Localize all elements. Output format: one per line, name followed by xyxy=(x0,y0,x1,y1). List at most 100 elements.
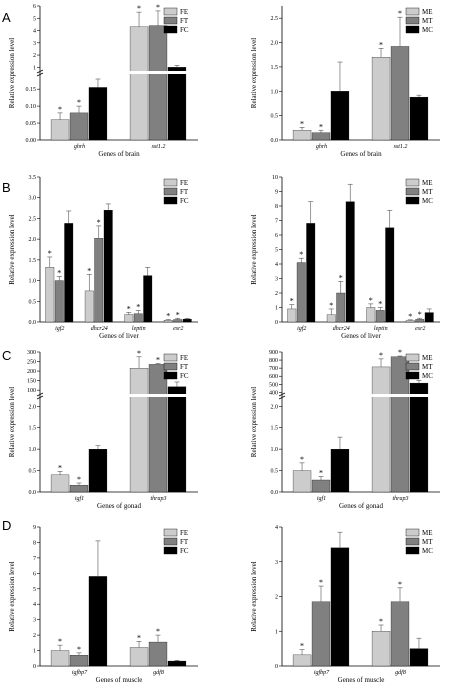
bar xyxy=(88,87,108,141)
y-tick-label: 1.0 xyxy=(271,447,279,453)
legend-label: ME xyxy=(422,179,433,187)
y-tick-label: 0.0 xyxy=(271,138,279,144)
bar xyxy=(390,601,410,667)
y-axis-title: Relative expression level xyxy=(250,387,258,457)
y-tick-label: 2 xyxy=(33,53,36,59)
significance-star: * xyxy=(166,312,170,321)
significance-star: * xyxy=(398,348,402,357)
category-label: esr2 xyxy=(415,326,425,332)
y-tick-label: 0.0 xyxy=(29,320,37,326)
y-tick-label: 800 xyxy=(269,358,278,364)
y-tick-label: 3.0 xyxy=(29,196,37,202)
y-axis-title: Relative expression level xyxy=(8,387,16,457)
legend-swatch xyxy=(405,25,420,34)
significance-star: * xyxy=(319,578,323,587)
significance-star: * xyxy=(136,302,140,311)
legend-swatch xyxy=(405,362,420,371)
bar xyxy=(167,67,187,141)
bar xyxy=(124,314,134,323)
bar xyxy=(54,280,64,323)
bar xyxy=(296,262,306,323)
axis-break-mark xyxy=(278,395,286,400)
chart-b-left: 0.0 0.5 1.0 1.5 2.0 2.5 3.0 3.5 Relative express… xyxy=(8,175,198,340)
y-tick-label: 1 xyxy=(275,629,278,635)
y-tick-label: 1.5 xyxy=(271,65,279,71)
category-label: leptin xyxy=(132,326,146,332)
category-label: igf1 xyxy=(75,495,84,502)
legend-label: FE xyxy=(180,8,188,16)
legend-swatch xyxy=(163,187,178,196)
legend-label: MC xyxy=(422,26,433,34)
y-tick-label: 2.5 xyxy=(29,216,37,222)
x-axis-title: Genes of liver xyxy=(341,332,381,340)
bar xyxy=(69,484,89,493)
category-label: ghrh xyxy=(316,144,327,150)
bar xyxy=(292,130,312,141)
y-axis-title: Relative expression level xyxy=(8,214,16,284)
significance-star: * xyxy=(77,475,81,484)
category-label: ghrh xyxy=(74,144,85,150)
legend-swatch xyxy=(163,537,178,546)
significance-star: * xyxy=(369,296,373,305)
y-tick-label: 8 xyxy=(33,540,36,546)
y-tick-label: 3 xyxy=(33,618,36,624)
bar xyxy=(84,290,94,323)
legend-label: FE xyxy=(180,179,188,187)
y-tick-label: 0.0 xyxy=(271,490,279,496)
y-tick-label: 0.05 xyxy=(26,121,37,127)
y-tick-label: 1.5 xyxy=(29,426,37,432)
category-label: sst1.2 xyxy=(152,144,166,150)
chart-c-left: 0.0 0.5 1.0 1.5 2.0 100 150 200 250 300 Relative e… xyxy=(8,349,198,510)
category-label: thrap3 xyxy=(150,496,166,502)
bar xyxy=(336,292,346,323)
significance-star: * xyxy=(57,268,61,277)
category-label: thrap3 xyxy=(392,496,408,502)
legend-swatch xyxy=(405,371,420,380)
bar xyxy=(311,601,331,667)
chart-b-right: 0 1 2 3 4 5 6 7 8 9 10 Relative expression level Gen… xyxy=(250,175,440,340)
legend-label: MC xyxy=(422,197,433,205)
y-tick-label: 100 xyxy=(27,388,36,394)
y-tick-label: 2.0 xyxy=(271,41,279,47)
y-tick-label: 0.15 xyxy=(26,87,37,93)
bar xyxy=(143,275,153,323)
y-axis-title: Relative expression level xyxy=(250,38,258,108)
significance-star: * xyxy=(87,266,91,275)
panel-label-a: A xyxy=(2,10,11,25)
legend-label: MC xyxy=(422,372,433,380)
y-tick-label: 250 xyxy=(27,360,36,366)
panel-label-c: C xyxy=(2,348,11,363)
category-label: gdf8 xyxy=(395,669,406,676)
legend-swatch xyxy=(405,178,420,187)
y-tick-label: 8 xyxy=(275,204,278,210)
legend-label: FC xyxy=(180,372,189,380)
legend-label: FE xyxy=(180,529,188,537)
legend-swatch xyxy=(163,362,178,371)
y-tick-label: 0.10 xyxy=(26,104,37,110)
bar xyxy=(409,648,429,667)
axis-break-gap xyxy=(41,71,198,74)
panel-label-d: D xyxy=(2,518,11,533)
y-tick-label: 600 xyxy=(269,374,278,380)
significance-star: * xyxy=(319,469,323,478)
bar xyxy=(148,641,168,667)
y-tick-label: 5 xyxy=(33,587,36,593)
y-tick-label: 0.00 xyxy=(26,138,37,144)
bar xyxy=(163,320,173,323)
significance-star: * xyxy=(319,122,323,131)
y-tick-label: 2 xyxy=(33,633,36,639)
category-label: igfbp7 xyxy=(72,669,88,676)
significance-star: * xyxy=(48,249,52,258)
x-axis-title: Genes of muscle xyxy=(338,676,385,684)
significance-star: * xyxy=(339,273,343,282)
significance-star: * xyxy=(408,312,412,321)
bar xyxy=(371,366,391,493)
bar xyxy=(148,25,168,141)
legend-swatch xyxy=(405,16,420,25)
bar xyxy=(311,479,331,493)
y-tick-label: 2.0 xyxy=(29,237,37,243)
axis-break-mark xyxy=(36,72,44,77)
y-tick-label: 1.0 xyxy=(271,89,279,95)
significance-star: * xyxy=(58,463,62,472)
significance-star: * xyxy=(329,301,333,310)
